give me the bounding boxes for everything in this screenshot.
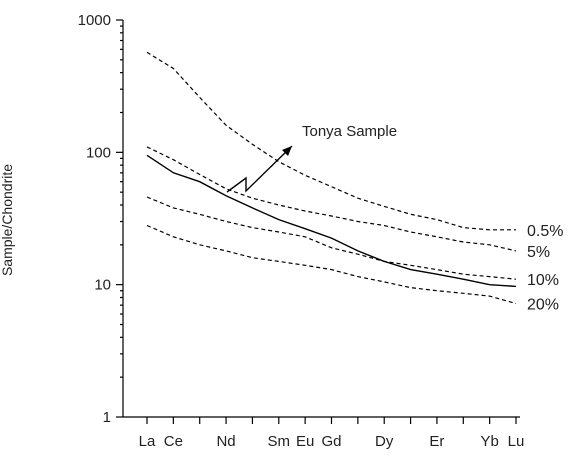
y-tick-label: 10 — [94, 277, 111, 294]
y-tick-label: 1000 — [78, 12, 111, 29]
series-labels: 0.5% 5% 10% 20% — [527, 223, 563, 314]
x-tick-label-dy: Dy — [375, 433, 394, 450]
arrowhead-icon — [282, 146, 292, 156]
series-lines — [146, 51, 517, 305]
series-line-10 — [146, 196, 517, 280]
x-tick-label-er: Er — [429, 433, 444, 450]
series-line-20 — [146, 224, 517, 305]
y-ticks: 1 10 100 1000 — [78, 12, 123, 426]
y-tick-label: 1 — [103, 409, 111, 426]
x-ticks: La Ce Nd Sm Eu Gd Dy Er Yb Lu — [139, 417, 525, 450]
y-tick-label: 100 — [86, 144, 111, 161]
series-label-10: 10% — [527, 272, 559, 289]
y-axis-label: Sample/Chondrite — [0, 164, 15, 276]
x-tick-label-lu: Lu — [508, 433, 525, 450]
series-label-5: 5% — [527, 244, 550, 261]
x-tick-label-ce: Ce — [164, 433, 183, 450]
x-tick-label-eu: Eu — [296, 433, 314, 450]
x-tick-label-nd: Nd — [216, 433, 235, 450]
x-tick-label-la: La — [139, 433, 156, 450]
series-line-0-5 — [146, 51, 516, 231]
annotation-arrow — [226, 145, 293, 193]
series-label-0-5: 0.5% — [527, 223, 563, 240]
annotation-label: Tonya Sample — [302, 123, 397, 140]
series-line-tonya-sample — [146, 154, 517, 288]
x-tick-label-gd: Gd — [321, 433, 341, 450]
series-label-20: 20% — [527, 297, 559, 314]
series-line-5 — [146, 146, 517, 252]
x-tick-label-sm: Sm — [268, 433, 291, 450]
x-tick-label-yb: Yb — [480, 433, 498, 450]
tonya-annotation: Tonya Sample — [226, 123, 397, 193]
